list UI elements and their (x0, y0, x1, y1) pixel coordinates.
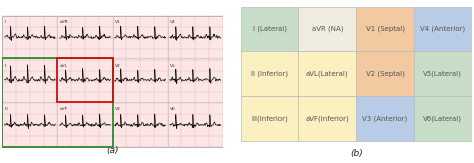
Text: (b): (b) (350, 149, 363, 158)
Text: (a): (a) (106, 146, 119, 155)
Bar (414, 51, 472, 96)
Text: aVL: aVL (60, 64, 68, 67)
Text: V5(Lateral): V5(Lateral) (423, 70, 462, 77)
Text: V1: V1 (115, 20, 120, 24)
Bar (299, 51, 356, 96)
Bar (299, 96, 356, 141)
Bar (241, 51, 299, 96)
Text: V3 (Anterior): V3 (Anterior) (363, 115, 408, 122)
Text: aVF(Inferior): aVF(Inferior) (305, 115, 349, 122)
Text: V4 (Anterior): V4 (Anterior) (420, 26, 465, 32)
Text: V1 (Septal): V1 (Septal) (365, 26, 405, 32)
Bar (356, 7, 414, 51)
Bar (356, 96, 414, 141)
Bar (57, 58, 112, 102)
Text: aVR (NA): aVR (NA) (311, 26, 343, 32)
Bar (2, 15, 223, 148)
Text: I: I (5, 20, 6, 24)
Text: V6(Lateral): V6(Lateral) (423, 115, 462, 122)
Text: III: III (5, 107, 9, 111)
Text: aVL(Lateral): aVL(Lateral) (306, 70, 349, 77)
Bar (241, 96, 299, 141)
Text: V2 (Septal): V2 (Septal) (365, 70, 404, 77)
Text: I (Lateral): I (Lateral) (253, 26, 287, 32)
Text: III(Inferior): III(Inferior) (251, 115, 288, 122)
Text: aVR: aVR (60, 20, 68, 24)
Text: V4: V4 (170, 20, 175, 24)
Text: V2: V2 (115, 64, 120, 67)
Bar (2, 58, 112, 148)
Text: II: II (5, 64, 7, 67)
Text: V3: V3 (115, 107, 120, 111)
Bar (241, 7, 299, 51)
Bar (414, 96, 472, 141)
Bar (299, 7, 356, 51)
Bar (356, 51, 414, 96)
Text: aVF: aVF (60, 107, 68, 111)
Text: V5: V5 (170, 64, 176, 67)
Text: II (Inferior): II (Inferior) (251, 70, 288, 77)
Text: V6: V6 (170, 107, 175, 111)
Bar (414, 7, 472, 51)
